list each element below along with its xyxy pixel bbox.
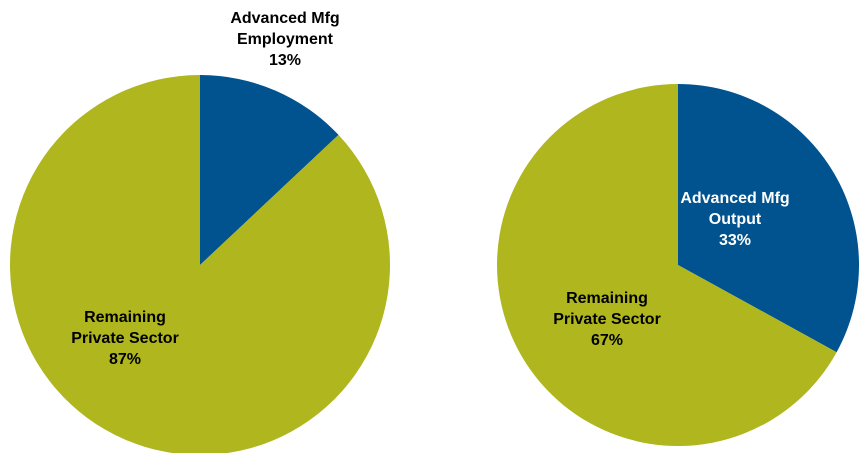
pie-slice bbox=[10, 75, 390, 453]
slice-value-label: 33% bbox=[718, 232, 752, 249]
pie-slice bbox=[497, 84, 837, 446]
slice-label: Remaining Private Sector bbox=[553, 290, 661, 328]
slice-value-label: 87% bbox=[108, 351, 142, 368]
slice-value-label: 13% bbox=[268, 52, 302, 69]
pie-slice bbox=[200, 75, 339, 265]
slice-label: Advanced Mfg Output bbox=[680, 190, 790, 228]
pie-slice bbox=[678, 84, 859, 353]
slice-label: Advanced Mfg Employment bbox=[230, 10, 340, 48]
slice-label: Remaining Private Sector bbox=[71, 309, 179, 347]
slice-value-label: 67% bbox=[590, 332, 624, 349]
